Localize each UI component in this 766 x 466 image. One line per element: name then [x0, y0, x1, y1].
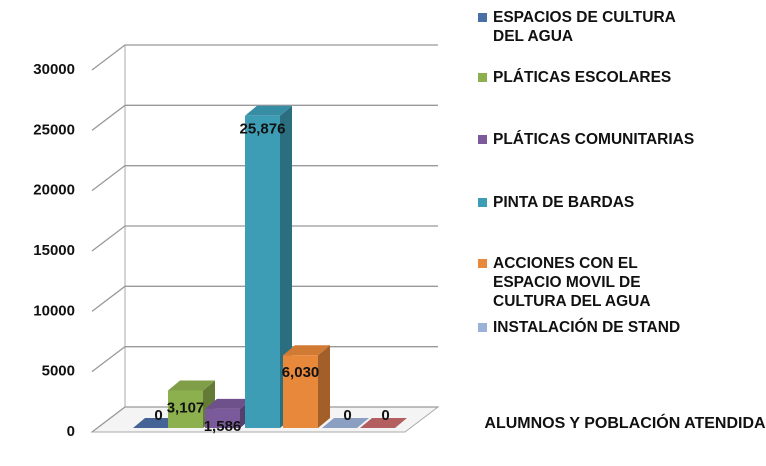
- legend-item: PLÁTICAS ESCOLARES: [478, 68, 718, 87]
- legend-label: PLÁTICAS COMUNITARIAS: [493, 131, 695, 148]
- y-tick-label: 0: [67, 423, 75, 440]
- y-tick-label: 10000: [33, 302, 75, 319]
- y-tick-label: 15000: [33, 242, 75, 259]
- bar-front: [283, 355, 318, 428]
- legend-item: ACCIONES CON EL ESPACIO MOVIL DE CULTURA…: [478, 254, 718, 311]
- bar: [322, 418, 369, 428]
- legend-item: PINTA DE BARDAS: [478, 193, 718, 212]
- legend-swatch: [478, 13, 487, 22]
- legend-item: INSTALACIÓN DE STAND: [478, 318, 718, 337]
- bar-top: [322, 418, 369, 428]
- bar-front: [245, 115, 280, 428]
- grid-line: [91, 406, 438, 433]
- bar-top: [205, 398, 252, 409]
- bar-side: [318, 345, 330, 428]
- bar: [245, 105, 292, 428]
- data-label: 0: [154, 407, 162, 424]
- bar-side: [280, 105, 292, 428]
- grid-line: [91, 44, 438, 71]
- legend-item: PLÁTICAS COMUNITARIAS: [478, 130, 718, 149]
- bar-top: [283, 345, 330, 356]
- data-label: 3,107: [167, 399, 205, 416]
- data-label: 0: [381, 407, 389, 424]
- data-label: 25,876: [240, 121, 286, 138]
- y-tick-label: 5000: [42, 363, 75, 380]
- legend-swatch: [478, 259, 487, 268]
- legend-item: ESPACIOS DE CULTURA DEL AGUA: [478, 8, 718, 46]
- bar: [283, 345, 330, 428]
- grid-line: [91, 285, 438, 312]
- legend-swatch: [478, 198, 487, 207]
- y-tick-label: 20000: [33, 182, 75, 199]
- data-label: 1,586: [204, 418, 242, 435]
- legend-swatch: [478, 135, 487, 144]
- bar-top: [360, 418, 407, 428]
- legend-label: ACCIONES CON EL ESPACIO MOVIL DE CULTURA…: [493, 255, 651, 310]
- y-tick-label: 30000: [33, 61, 75, 78]
- bar: [360, 418, 407, 428]
- grid-line: [91, 104, 438, 131]
- legend-label: PINTA DE BARDAS: [493, 194, 635, 211]
- grid-line: [91, 346, 438, 373]
- data-label: 0: [343, 407, 351, 424]
- legend-label: ESPACIOS DE CULTURA DEL AGUA: [493, 9, 676, 45]
- bar-front: [168, 390, 203, 428]
- data-label: 6,030: [282, 364, 320, 381]
- chart-title: ALUMNOS Y POBLACIÓN ATENDIDA: [484, 415, 766, 432]
- legend-label: INSTALACIÓN DE STAND: [493, 319, 681, 336]
- bar-front: [205, 408, 240, 428]
- grid-line: [91, 165, 438, 192]
- bar-top: [168, 380, 215, 391]
- grid-line: [91, 225, 438, 252]
- bar-top: [245, 105, 292, 116]
- legend-swatch: [478, 73, 487, 82]
- y-tick-label: 25000: [33, 121, 75, 138]
- legend-label: PLÁTICAS ESCOLARES: [493, 69, 672, 86]
- legend-swatch: [478, 323, 487, 332]
